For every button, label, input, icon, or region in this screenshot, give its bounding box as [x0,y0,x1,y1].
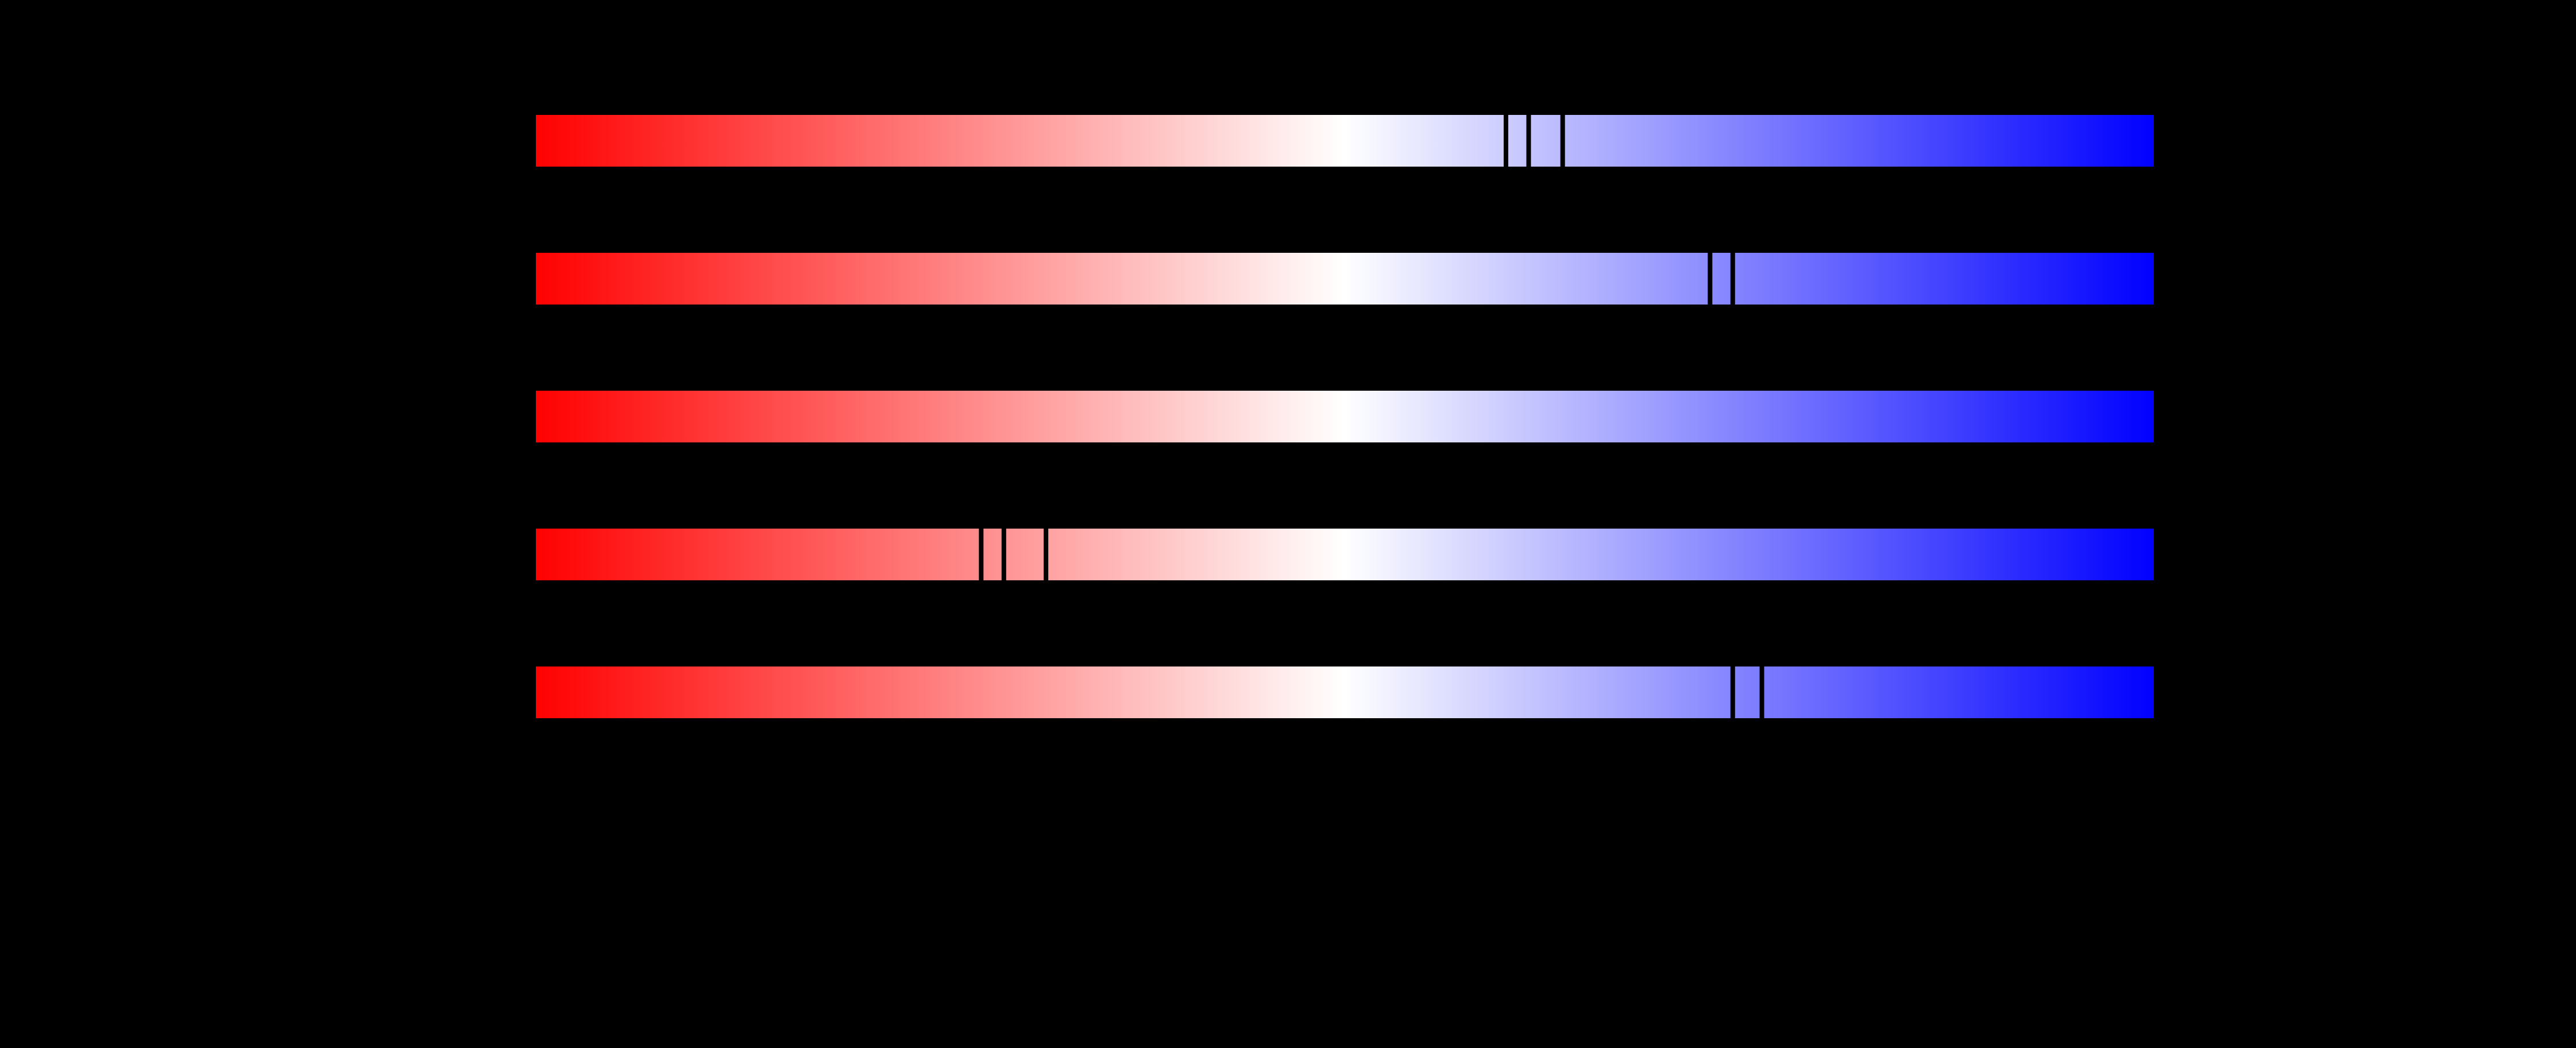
gradient-bar [534,115,2154,167]
chart-svg [0,0,2576,1048]
gradient-bar [534,666,2154,718]
gradient-bar [534,253,2154,305]
chart-container [0,0,2576,1048]
gradient-bar [534,391,2154,442]
gradient-bar [534,529,2154,580]
